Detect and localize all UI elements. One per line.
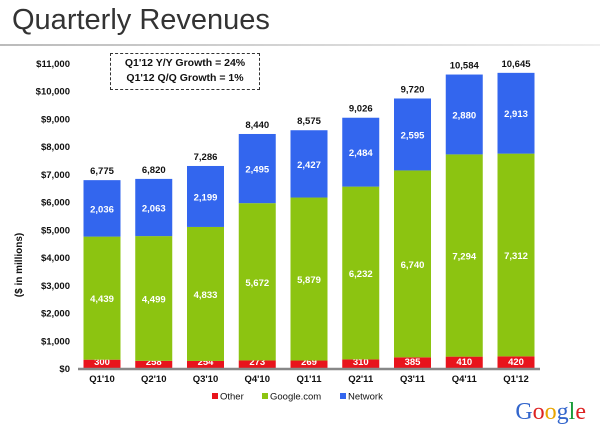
data-label: 410 xyxy=(456,357,472,368)
bar-network xyxy=(83,180,121,237)
page-title: Quarterly Revenues xyxy=(12,4,270,36)
data-label: 6,740 xyxy=(401,260,425,271)
data-label: 2,199 xyxy=(194,192,218,203)
title-divider xyxy=(0,44,600,46)
growth-note: Q1'12 Y/Y Growth = 24% Q1'12 Q/Q Growth … xyxy=(110,53,260,90)
legend-swatch xyxy=(262,393,268,399)
x-tick-label: Q1'11 xyxy=(297,374,323,385)
data-label: 5,672 xyxy=(245,278,269,289)
x-tick-label: Q4'11 xyxy=(452,374,478,385)
legend-label: Network xyxy=(348,392,383,403)
bar-network xyxy=(497,72,535,154)
data-label: 7,294 xyxy=(452,252,476,263)
y-tick-label: $4,000 xyxy=(41,253,70,264)
bar-googlecom xyxy=(290,197,328,361)
bar-googlecom xyxy=(238,203,276,361)
bar-googlecom xyxy=(394,170,431,358)
bar-other xyxy=(497,356,535,368)
data-label: 2,595 xyxy=(401,130,425,141)
total-label: 6,775 xyxy=(90,166,114,177)
data-label: 420 xyxy=(508,357,524,368)
x-tick-label: Q2'10 xyxy=(141,374,167,385)
qq-growth: Q1'12 Q/Q Growth = 1% xyxy=(126,72,244,84)
data-label: 2,036 xyxy=(90,204,114,215)
y-tick-label: $10,000 xyxy=(36,87,70,98)
bar-network xyxy=(135,178,173,237)
bar-googlecom xyxy=(497,153,535,357)
bar-googlecom xyxy=(135,236,173,361)
bar-other xyxy=(342,359,380,368)
bar-other xyxy=(83,359,121,368)
bar-googlecom xyxy=(83,236,121,360)
data-label: 4,499 xyxy=(142,294,166,305)
bar-network xyxy=(445,74,483,155)
data-label: 385 xyxy=(405,357,422,368)
bar-network xyxy=(342,117,380,187)
bar-other xyxy=(394,357,431,368)
data-label: 258 xyxy=(146,357,162,368)
data-label: 5,879 xyxy=(297,275,321,286)
y-axis-label: ($ in millions) xyxy=(14,233,25,297)
x-tick-label: Q1'12 xyxy=(503,374,529,385)
data-label: 2,913 xyxy=(504,109,528,120)
x-tick-label: Q1'10 xyxy=(89,374,115,385)
bar-other xyxy=(135,360,173,368)
y-tick-label: $7,000 xyxy=(41,170,70,181)
y-tick-label: $11,000 xyxy=(36,59,70,70)
bar-other xyxy=(445,356,483,368)
data-label: 7,312 xyxy=(504,251,528,262)
y-tick-label: $6,000 xyxy=(41,198,70,209)
bar-googlecom xyxy=(445,154,483,357)
y-tick-label: $5,000 xyxy=(41,225,70,236)
data-label: 2,880 xyxy=(452,110,476,121)
y-tick-label: $3,000 xyxy=(41,281,70,292)
total-label: 9,026 xyxy=(349,104,373,115)
data-label: 4,439 xyxy=(90,294,114,305)
y-tick-label: $8,000 xyxy=(41,142,70,153)
google-logo: Google xyxy=(515,399,586,425)
x-tick-label: Q3'11 xyxy=(400,374,426,385)
data-label: 4,833 xyxy=(194,290,218,301)
bar-other xyxy=(238,360,276,368)
data-label: 2,495 xyxy=(245,165,269,176)
bar-other xyxy=(290,360,328,368)
bar-network xyxy=(394,98,431,171)
total-label: 8,440 xyxy=(245,120,269,131)
data-label: 2,427 xyxy=(297,160,321,171)
x-tick-label: Q4'10 xyxy=(245,374,271,385)
bar-googlecom xyxy=(342,186,380,360)
total-label: 6,820 xyxy=(142,165,166,176)
y-tick-label: $0 xyxy=(59,364,70,375)
bar-other xyxy=(187,360,224,368)
data-label: 2,484 xyxy=(349,148,373,159)
y-tick-label: $2,000 xyxy=(41,309,70,320)
yy-growth: Q1'12 Y/Y Growth = 24% xyxy=(124,57,246,69)
y-tick-label: $9,000 xyxy=(41,114,70,125)
bar-network xyxy=(290,130,328,198)
x-tick-label: Q3'10 xyxy=(193,374,219,385)
bar-googlecom xyxy=(187,226,224,361)
data-label: 300 xyxy=(94,357,110,368)
data-label: 310 xyxy=(353,357,369,368)
data-label: 273 xyxy=(249,357,265,368)
bar-network xyxy=(187,165,224,227)
data-label: 6,232 xyxy=(349,269,373,280)
total-label: 10,645 xyxy=(501,59,531,70)
legend-label: Google.com xyxy=(270,392,321,403)
total-label: 10,584 xyxy=(450,61,480,72)
bar-network xyxy=(238,133,276,204)
y-tick-label: $1,000 xyxy=(41,336,70,347)
legend-swatch xyxy=(212,393,218,399)
legend-swatch xyxy=(340,393,346,399)
data-label: 254 xyxy=(198,357,215,368)
legend-label: Other xyxy=(220,392,244,403)
total-label: 8,575 xyxy=(297,116,321,127)
total-label: 9,720 xyxy=(401,84,425,95)
data-label: 269 xyxy=(301,357,317,368)
data-label: 2,063 xyxy=(142,204,166,215)
x-tick-label: Q2'11 xyxy=(348,374,374,385)
total-label: 7,286 xyxy=(194,152,218,163)
